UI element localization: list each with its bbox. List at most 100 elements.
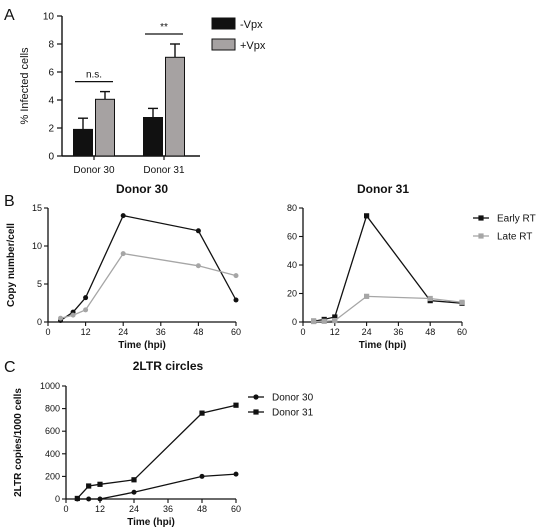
x-tick-label: 12 [330, 327, 340, 337]
bar-vpx-donor-30 [73, 128, 93, 157]
data-point [86, 483, 92, 489]
x-tick-label: 60 [231, 504, 241, 514]
data-point [332, 314, 338, 320]
legend-label-early-rt: Early RT [497, 214, 536, 225]
data-point [74, 495, 80, 502]
data-point [83, 295, 89, 301]
x-tick-label: 12 [95, 504, 105, 514]
y-axis-label: % Infected cells [19, 47, 31, 125]
y-tick-label: 10 [32, 241, 42, 251]
y-tick-label: 1000 [40, 381, 60, 391]
data-point [253, 394, 259, 400]
data-point [199, 410, 205, 416]
data-point [120, 213, 126, 219]
y-tick-label: 2 [48, 124, 54, 135]
data-point [195, 228, 201, 234]
x-tick-label: 48 [193, 327, 203, 337]
y-tick-label: 0 [37, 317, 42, 327]
legend-label-vpx: -Vpx [240, 19, 263, 31]
data-point [120, 251, 126, 257]
data-point [459, 299, 465, 305]
x-tick-label: 0 [300, 327, 305, 337]
data-point [233, 402, 239, 408]
y-tick-label: 5 [37, 279, 42, 289]
bar-chart-infected-cells: 0 2 4 6 8 10 % Infected cells Donor 30 n.s. Donor… [19, 12, 266, 177]
legend-label-donor-30: Donor 30 [272, 393, 314, 404]
legend-label-donor-31: Donor 31 [272, 408, 314, 419]
x-tick-label: 0 [63, 504, 68, 514]
line-chart-donor-31: 0 20 40 60 80 0 12 24 36 48 60 Donor 31 Time (hpi) Ea… [287, 182, 536, 351]
y-tick-label: 0 [292, 317, 297, 327]
legend-label-late-rt: Late RT [497, 232, 532, 243]
y-tick-label: 800 [45, 404, 60, 414]
data-point [321, 318, 327, 324]
bar-vpx-donor-31 [143, 117, 163, 157]
data-point [86, 496, 92, 502]
x-tick-label: 60 [231, 327, 241, 337]
x-tick-label: 60 [457, 327, 467, 337]
data-point [253, 409, 259, 415]
data-point [233, 471, 239, 477]
significance-label: n.s. [86, 70, 102, 81]
y-tick-label: 6 [48, 68, 54, 79]
y-tick-label: 0 [55, 494, 60, 504]
data-point [478, 233, 484, 239]
data-point [131, 489, 137, 495]
x-axis-label: Time (hpi) [118, 340, 166, 351]
data-point [311, 318, 317, 325]
x-tick-label: 48 [425, 327, 435, 337]
legend-swatch-vpx [211, 17, 236, 30]
data-point [332, 317, 338, 324]
series-line-early-rt [313, 214, 463, 322]
chart-title: Donor 31 [357, 182, 409, 196]
x-tick-label: 0 [45, 327, 50, 337]
panel-letter-a: A [4, 7, 15, 24]
chart-title: Donor 30 [116, 182, 168, 196]
x-tick-label: 24 [118, 327, 128, 337]
y-axis-label: 2LTR copies/1000 cells [13, 388, 24, 497]
x-tick-label: 48 [197, 504, 207, 514]
data-point [97, 481, 103, 487]
x-tick-label: Donor 31 [143, 165, 185, 176]
y-tick-label: 400 [45, 449, 60, 459]
x-tick-label: Donor 30 [73, 165, 115, 176]
x-tick-label: 36 [156, 327, 166, 337]
data-point [199, 473, 205, 479]
bar-vpx-donor-31 [165, 56, 185, 157]
y-tick-label: 40 [287, 260, 297, 270]
y-tick-label: 600 [45, 426, 60, 436]
y-tick-label: 20 [287, 289, 297, 299]
legend-label-vpx: +Vpx [240, 40, 266, 52]
legend-swatch-vpx [211, 38, 236, 51]
data-point [58, 315, 64, 321]
data-point [233, 297, 239, 303]
y-tick-label: 10 [43, 12, 55, 23]
x-axis-label: Time (hpi) [359, 340, 407, 351]
line-chart-donor-30: 0 5 10 15 0 12 24 36 48 60 Donor 30 Time (hpi) Copy … [6, 182, 241, 351]
y-tick-label: 0 [48, 152, 54, 163]
y-tick-label: 4 [48, 96, 54, 107]
y-tick-label: 60 [287, 232, 297, 242]
x-tick-label: 36 [163, 504, 173, 514]
data-point [195, 263, 201, 269]
significance-label: ** [160, 22, 168, 33]
x-tick-label: 12 [81, 327, 91, 337]
chart-title: 2LTR circles [133, 359, 204, 373]
panel-letter-b: B [4, 193, 15, 210]
data-point [427, 295, 433, 302]
data-point [364, 293, 370, 299]
y-axis-label: Copy number/cell [6, 223, 17, 307]
data-point [364, 213, 370, 219]
panel-letter-c: C [4, 359, 16, 376]
data-point [478, 215, 484, 221]
data-point [97, 496, 103, 502]
y-tick-label: 8 [48, 40, 54, 51]
series-line-early-rt [60, 214, 237, 322]
x-tick-label: 24 [129, 504, 139, 514]
data-point [70, 312, 76, 318]
y-tick-label: 15 [32, 203, 42, 213]
x-tick-label: 36 [393, 327, 403, 337]
line-chart-2ltr-circles: 0 200 400 600 800 1000 0 12 24 36 48 60 2LTR circles… [13, 359, 314, 528]
data-point [233, 273, 239, 279]
